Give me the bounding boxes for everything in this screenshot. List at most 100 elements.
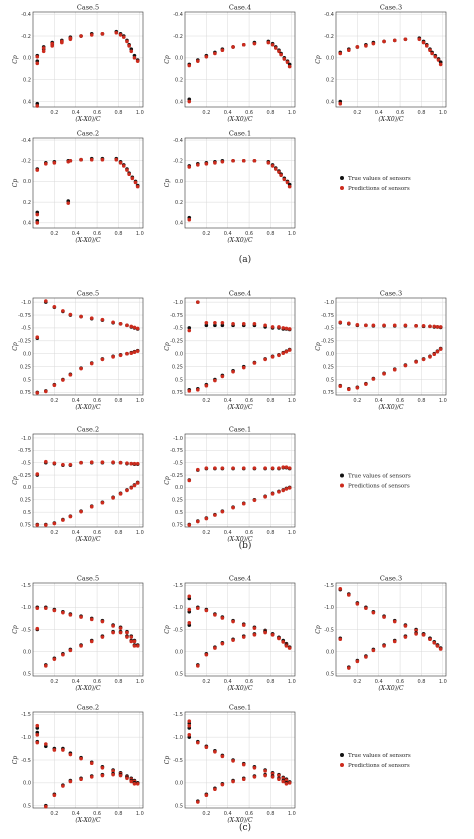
figure-caption: (b) [239, 540, 252, 551]
predicted-point [187, 594, 192, 599]
legend: True values of sensors Predictions of sen… [340, 753, 411, 769]
y-tick-label: 0.4 [23, 221, 31, 227]
legend-pred-marker [340, 763, 344, 767]
predicted-point [392, 639, 397, 644]
x-tick-label: 0.8 [114, 110, 122, 116]
y-tick-label: 0.0 [326, 56, 334, 62]
true-point [204, 323, 209, 328]
predicted-point [338, 384, 343, 389]
x-tick-label: 1.0 [288, 231, 296, 237]
predicted-point [118, 626, 123, 630]
predicted-point [284, 326, 289, 331]
predicted-point [355, 323, 360, 327]
predicted-point [213, 787, 217, 792]
predicted-point [338, 637, 343, 642]
predicted-point [438, 647, 443, 651]
predicted-point [187, 165, 192, 169]
predicted-point [204, 54, 209, 59]
predicted-point [204, 608, 209, 613]
predicted-point [79, 756, 83, 761]
predicted-point [241, 635, 246, 639]
predicted-point [263, 466, 267, 470]
plot-frame [335, 297, 447, 396]
predicted-point [135, 644, 140, 648]
predicted-point [438, 347, 443, 351]
y-axis-label: Cp [315, 55, 322, 64]
predicted-point [44, 162, 48, 166]
predicted-point [220, 374, 225, 379]
y-tick-label: -0.2 [21, 159, 31, 165]
predicted-point [252, 626, 257, 630]
y-tick-label: -0.25 [18, 339, 31, 345]
x-tick-label: 0.2 [50, 398, 58, 404]
y-tick-label: -0.5 [324, 326, 334, 332]
predicted-point [196, 467, 200, 472]
predicted-point [187, 719, 192, 723]
predicted-point [187, 63, 192, 68]
predicted-point [438, 62, 443, 67]
predicted-point [61, 518, 65, 522]
predicted-point [338, 101, 343, 106]
x-tick-label: 0.8 [417, 110, 425, 116]
predicted-point [44, 664, 48, 668]
predicted-point [52, 521, 57, 526]
predicted-point [382, 39, 386, 44]
x-tick-label: 0.6 [245, 398, 253, 404]
predicted-point [125, 461, 129, 465]
panel-case-4: 0.2 0.4 0.6 0.8 1.0 0.75 0.5 0.25 0.0 -0.25 -0.5 -0… [164, 290, 296, 412]
y-tick-label: -1.0 [173, 436, 183, 442]
predicted-point [125, 351, 129, 356]
y-tick-label: -0.4 [21, 138, 31, 144]
predicted-point [187, 621, 192, 625]
predicted-point [371, 323, 376, 328]
predicted-point [414, 324, 418, 328]
y-tick-label: 0.5 [23, 510, 31, 516]
predicted-point [129, 49, 134, 54]
predicted-point [125, 488, 129, 493]
predicted-point [270, 633, 275, 637]
predicted-point [204, 320, 209, 325]
panel-case-1: 0.2 0.4 0.6 0.8 1.0 0.5 0.0 -0.5 -1.0 -1.5 Case.1 (… [164, 704, 296, 825]
predicted-point [287, 64, 292, 69]
predicted-point [273, 46, 278, 50]
predicted-point [125, 776, 129, 781]
predicted-point [135, 326, 140, 331]
predicted-point [241, 623, 246, 627]
panel-case-5: 0.2 0.4 0.6 0.8 1.0 0.4 0.2 0.0 -0.2 -0.4 Case.5 (X… [12, 4, 144, 124]
predicted-point [79, 460, 83, 465]
x-tick-label: 0.6 [93, 530, 101, 536]
predicted-point [187, 328, 192, 333]
plot-frame [184, 137, 296, 229]
predicted-point [100, 500, 105, 505]
x-tick-label: 1.0 [288, 679, 296, 685]
predicted-point [125, 630, 129, 635]
predicted-point [435, 325, 440, 329]
predicted-point [132, 639, 137, 644]
y-tick-label: 0.25 [20, 498, 31, 504]
predicted-point [111, 769, 115, 773]
predicted-point [127, 172, 131, 177]
predicted-point [282, 177, 287, 182]
predicted-point [68, 648, 73, 653]
predicted-point [68, 752, 73, 757]
y-tick-label: 0.0 [175, 179, 183, 185]
predicted-point [68, 158, 73, 163]
y-tick-label: 0.75 [172, 390, 183, 396]
predicted-point [231, 466, 235, 470]
predicted-point [270, 492, 275, 496]
y-tick-label: 0.0 [23, 352, 31, 358]
y-tick-label: 0.5 [175, 377, 183, 383]
predicted-point [111, 624, 115, 628]
predicted-point [424, 44, 429, 48]
y-tick-label: 0.5 [23, 804, 31, 810]
y-axis-label: Cp [12, 476, 19, 485]
predicted-point [428, 324, 432, 329]
predicted-point [270, 42, 275, 47]
x-tick-label: 1.0 [288, 530, 296, 536]
predicted-point [347, 48, 351, 53]
predicted-point [355, 659, 360, 664]
predicted-point [187, 478, 192, 483]
predicted-point [100, 635, 105, 639]
predicted-point [435, 349, 440, 354]
y-axis-label: Cp [164, 179, 171, 188]
